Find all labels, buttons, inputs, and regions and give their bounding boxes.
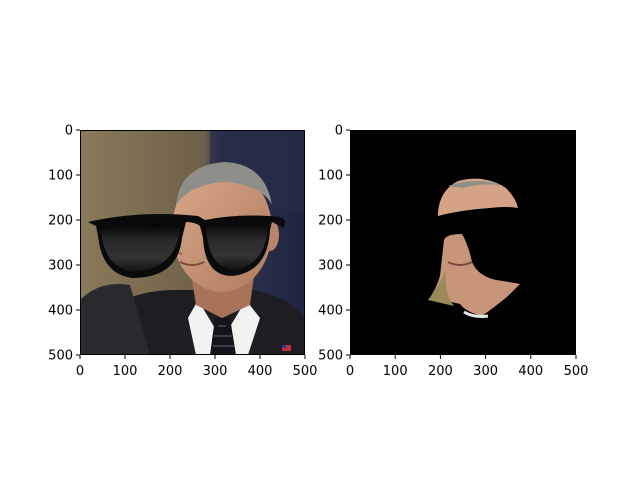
photo-with-sunglasses xyxy=(80,130,305,355)
right-x-tick-label: 500 xyxy=(564,364,589,379)
left-x-tick-label: 300 xyxy=(203,364,228,379)
left-x-tick-label: 100 xyxy=(113,364,138,379)
right-y-tick-label: 500 xyxy=(318,349,343,364)
right-y-tick-label: 200 xyxy=(318,214,343,229)
left-y-tick-label: 400 xyxy=(48,304,73,319)
right-x-tick-label: 400 xyxy=(518,364,543,379)
left-y-tick-label: 300 xyxy=(48,259,73,274)
right-y-tick-label: 0 xyxy=(335,124,343,139)
right-y-tick-label: 100 xyxy=(318,169,343,184)
left-image-panel xyxy=(80,130,305,355)
left-x-tick-label: 200 xyxy=(158,364,183,379)
masked-face-image xyxy=(350,130,576,355)
left-x-tick-label: 500 xyxy=(293,364,318,379)
right-x-tick-label: 0 xyxy=(346,364,354,379)
left-x-tick-label: 400 xyxy=(248,364,273,379)
left-y-tick-label: 0 xyxy=(65,124,73,139)
right-y-tick-label: 300 xyxy=(318,259,343,274)
left-y-tick-label: 500 xyxy=(48,349,73,364)
left-axes-frame xyxy=(80,130,305,355)
right-x-tick-label: 100 xyxy=(383,364,408,379)
left-y-tick-label: 200 xyxy=(48,214,73,229)
left-y-tick-label: 100 xyxy=(48,169,73,184)
right-x-tick-label: 300 xyxy=(473,364,498,379)
right-y-tick-label: 400 xyxy=(318,304,343,319)
right-axes-frame xyxy=(350,130,576,355)
right-image-panel xyxy=(350,130,576,355)
left-x-tick-label: 0 xyxy=(76,364,84,379)
right-x-tick-label: 200 xyxy=(428,364,453,379)
